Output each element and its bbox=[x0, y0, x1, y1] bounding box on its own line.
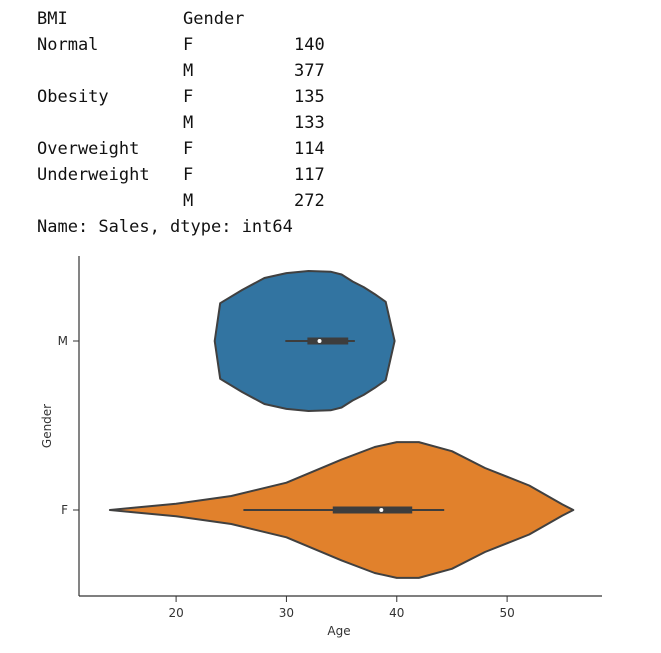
gender-cell: M bbox=[183, 61, 194, 81]
gender-cell: M bbox=[183, 113, 194, 133]
bmi-header: BMI bbox=[37, 9, 68, 29]
table-row: Normal F 140 bbox=[37, 32, 325, 58]
x-tick-label: 50 bbox=[499, 606, 514, 620]
y-tick-label: M bbox=[58, 334, 68, 348]
value-cell: 133 bbox=[294, 113, 325, 133]
x-axis-label: Age bbox=[327, 624, 350, 638]
gender-cell: F bbox=[183, 87, 194, 107]
y-axis-label: Gender bbox=[40, 404, 54, 448]
x-tick-label: 20 bbox=[168, 606, 183, 620]
iqr-box-F bbox=[332, 506, 413, 514]
bmi-cell: Normal bbox=[37, 35, 99, 55]
table-header: BMI Gender bbox=[37, 6, 244, 32]
table-row: M 272 bbox=[37, 188, 325, 214]
y-tick-label: F bbox=[61, 503, 68, 517]
value-cell: 114 bbox=[294, 139, 325, 159]
value-cell: 140 bbox=[294, 35, 325, 55]
x-tick-label: 30 bbox=[279, 606, 294, 620]
median-point-M bbox=[317, 339, 322, 343]
violin-layer bbox=[108, 270, 575, 579]
bmi-cell: Overweight bbox=[37, 139, 140, 159]
series-footer: Name: Sales, dtype: int64 bbox=[37, 217, 293, 237]
median-point-F bbox=[379, 508, 384, 512]
value-cell: 117 bbox=[294, 165, 325, 185]
gender-cell: M bbox=[183, 191, 194, 211]
gender-header: Gender bbox=[183, 9, 245, 29]
series-output: BMI Gender Normal F 140 M 377 Obesity F … bbox=[37, 6, 325, 240]
bmi-cell: Obesity bbox=[37, 87, 109, 107]
bmi-cell: Underweight bbox=[37, 165, 150, 185]
x-ticks: 20 30 40 50 bbox=[168, 596, 515, 620]
table-row: Overweight F 114 bbox=[37, 136, 325, 162]
table-row: M 377 bbox=[37, 58, 325, 84]
value-cell: 377 bbox=[294, 61, 325, 81]
table-row: Underweight F 117 bbox=[37, 162, 325, 188]
table-row: M 133 bbox=[37, 110, 325, 136]
iqr-box-M bbox=[307, 337, 349, 345]
gender-cell: F bbox=[183, 35, 194, 55]
gender-cell: F bbox=[183, 165, 194, 185]
y-ticks: MF bbox=[58, 334, 79, 517]
table-row: Obesity F 135 bbox=[37, 84, 325, 110]
value-cell: 272 bbox=[294, 191, 325, 211]
gender-cell: F bbox=[183, 139, 194, 159]
series-footer-row: Name: Sales, dtype: int64 bbox=[37, 214, 293, 240]
x-tick-label: 40 bbox=[389, 606, 404, 620]
value-cell: 135 bbox=[294, 87, 325, 107]
